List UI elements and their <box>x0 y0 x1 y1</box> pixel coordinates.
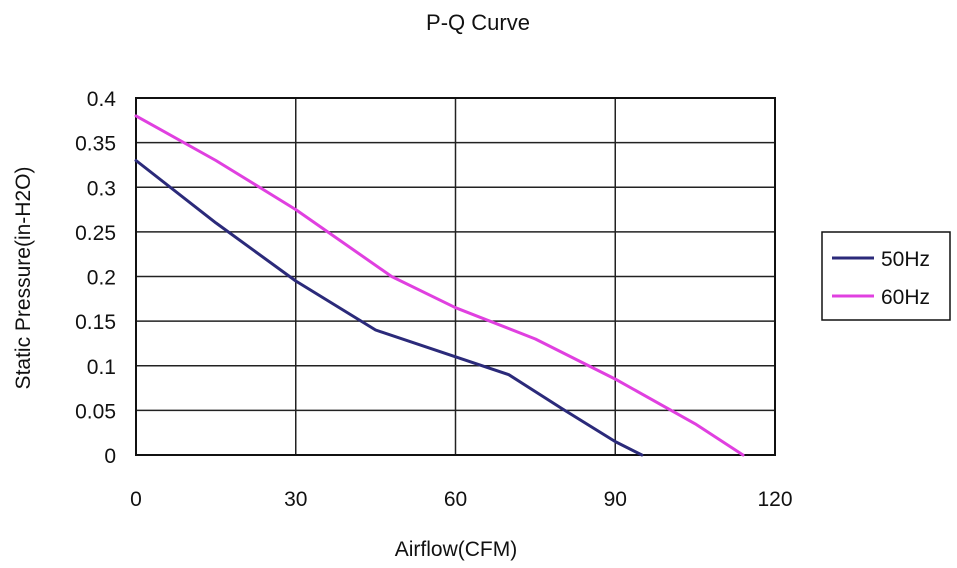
x-tick-label: 120 <box>757 488 792 511</box>
plot-frame <box>135 97 776 456</box>
series-lines <box>134 114 745 457</box>
chart-title: P-Q Curve <box>426 10 530 35</box>
x-tick-label: 60 <box>444 488 467 511</box>
x-tick-label: 90 <box>604 488 627 511</box>
x-axis-ticks: 0 30 60 90 120 <box>130 488 792 511</box>
y-tick-label: 0.4 <box>87 88 117 111</box>
x-tick-label: 30 <box>284 488 307 511</box>
y-tick-label: 0 <box>104 445 116 468</box>
y-axis-label: Static Pressure(in-H2O) <box>12 167 35 390</box>
y-tick-label: 0.15 <box>75 311 116 334</box>
y-tick-label: 0.05 <box>75 400 116 423</box>
y-tick-label: 0.1 <box>87 356 116 379</box>
legend-label-60hz: 60Hz <box>881 286 930 309</box>
legend-box <box>821 231 951 321</box>
series-line-60hz <box>134 114 745 457</box>
y-tick-label: 0.3 <box>87 177 116 200</box>
x-tick-label: 0 <box>130 488 142 511</box>
y-axis-ticks: 0 0.05 0.1 0.15 0.2 0.25 0.3 0.35 0.4 <box>75 88 116 468</box>
x-axis-label: Airflow(CFM) <box>395 538 517 561</box>
y-tick-label: 0.35 <box>75 133 116 156</box>
legend: 50Hz 60Hz <box>821 231 951 321</box>
y-tick-label: 0.2 <box>87 267 116 290</box>
legend-entries: 50Hz 60Hz <box>832 248 930 309</box>
legend-label-50hz: 50Hz <box>881 248 930 271</box>
series-line-50hz <box>134 159 644 457</box>
y-tick-label: 0.25 <box>75 222 116 245</box>
